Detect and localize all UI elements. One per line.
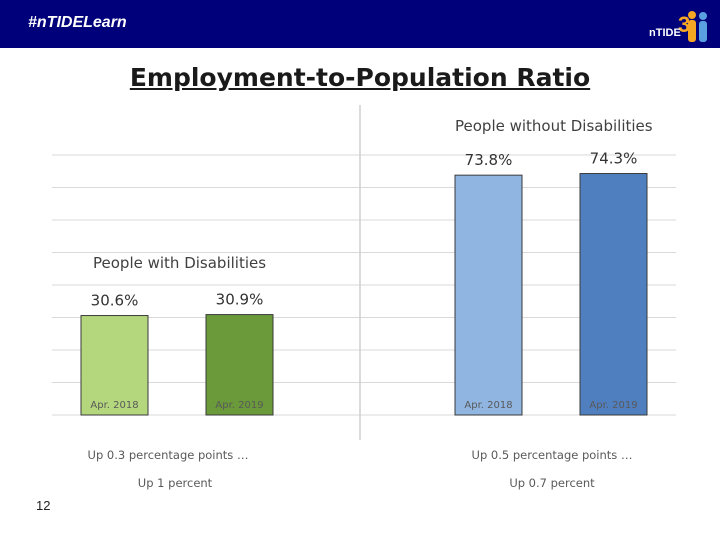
logo-number: 3 [678,12,690,37]
hashtag-label: #nTIDELearn [28,14,127,31]
category-label: Apr. 2018 [90,400,138,411]
data-label: 74.3% [590,150,638,168]
bar [80,315,149,416]
bar [205,314,274,416]
category-label: Apr. 2019 [589,400,637,411]
page-title: Employment-to-Population Ratio [129,63,591,92]
change-note: Up 0.5 percentage points … [472,448,633,462]
change-note: Up 0.3 percentage points … [88,448,249,462]
percent-note: Up 0.7 percent [509,476,595,490]
header-bar: #nTIDELearn 3 nTIDE [0,0,720,48]
panel-title: People with Disabilities [93,254,266,272]
data-label: 30.6% [91,292,139,310]
ntide-logo-icon: 3 nTIDE [649,11,707,42]
category-label: Apr. 2019 [215,400,263,411]
bar [454,174,523,416]
category-label: Apr. 2018 [464,400,512,411]
bar [579,173,648,416]
panel-title: People without Disabilities [455,117,653,135]
page-number: 12 [36,498,51,513]
logo-text: nTIDE [649,27,681,39]
data-label: 73.8% [465,151,513,169]
data-label: 30.9% [216,291,264,309]
percent-note: Up 1 percent [138,476,213,490]
